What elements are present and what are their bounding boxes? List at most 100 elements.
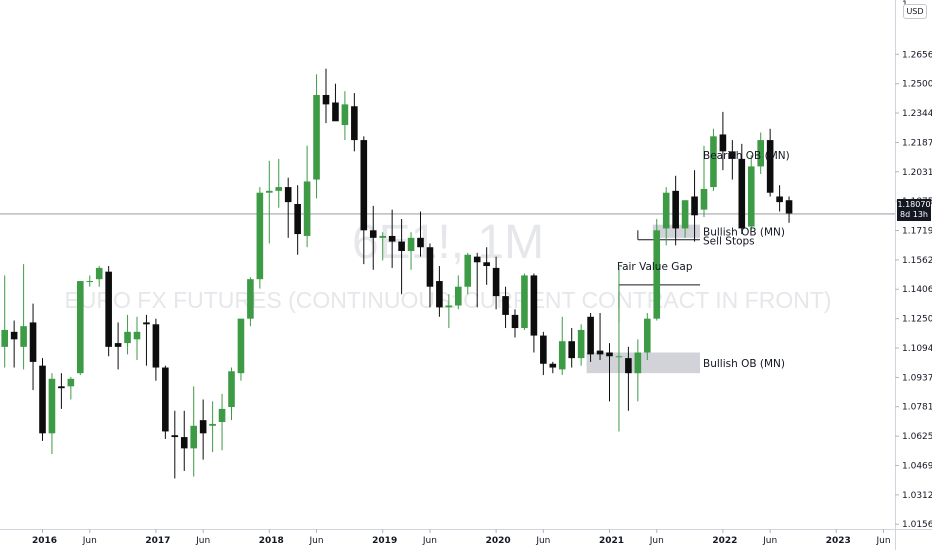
candle <box>10 320 18 368</box>
last-price-tag: 1.18070 8d 13h <box>897 199 931 221</box>
candle <box>332 83 339 122</box>
candle <box>464 252 472 295</box>
candle-body <box>86 281 94 283</box>
candle-body <box>729 151 736 159</box>
zone-label: Bearish OB (MN) <box>703 150 790 162</box>
candle <box>67 376 75 400</box>
candle <box>180 410 188 471</box>
candle-body <box>256 192 264 280</box>
candle-body <box>776 196 783 203</box>
candle-body <box>747 166 755 227</box>
y-tick-label: 1.03125 <box>902 491 932 501</box>
candle <box>568 328 575 368</box>
y-tick-label: 1.12500 <box>902 315 932 325</box>
candle <box>379 232 386 261</box>
candle <box>294 185 301 255</box>
candle-body <box>133 331 141 340</box>
candle-body <box>426 247 434 287</box>
candle-body <box>672 190 679 229</box>
candle-body <box>785 200 793 214</box>
y-tick-label: 1.14065 <box>902 285 932 295</box>
candle-body <box>436 281 443 308</box>
candle-body <box>464 254 472 287</box>
candle-body <box>29 322 37 362</box>
currency-badge[interactable]: USD <box>903 4 927 19</box>
candle <box>284 177 292 238</box>
candle <box>190 386 197 477</box>
x-tick-label: Jun <box>762 536 777 546</box>
candle <box>360 136 368 265</box>
zone-label: Bullish OB (MN) <box>703 358 785 370</box>
candle-body <box>171 435 179 438</box>
candle <box>625 346 632 411</box>
y-tick-label: 1.09375 <box>902 373 932 383</box>
candle-body <box>48 378 56 434</box>
candle <box>662 187 670 246</box>
candle <box>492 256 500 310</box>
candle-body <box>540 335 547 364</box>
candle-body <box>398 241 405 251</box>
symbol-watermark: 6E1!, 1M EURO FX FUTURES (CONTINUOUS: CUR… <box>64 216 831 313</box>
candle <box>653 219 661 321</box>
candle-body <box>473 256 481 263</box>
candle <box>644 313 651 361</box>
candle <box>672 175 679 246</box>
candle <box>133 316 141 361</box>
candle <box>729 140 736 180</box>
candle <box>417 211 424 257</box>
candle-body <box>20 326 27 347</box>
y-tick-label: 1.04690 <box>902 461 932 471</box>
candle-body <box>511 314 519 329</box>
candle-body <box>369 230 377 238</box>
candle-body <box>237 318 245 374</box>
candles <box>1 68 793 479</box>
candle-body <box>209 423 216 426</box>
candle-body <box>190 425 197 449</box>
candle-body <box>266 190 273 193</box>
candle <box>322 68 330 124</box>
candle <box>502 286 509 329</box>
candle-body <box>95 267 103 280</box>
candle-body <box>294 203 301 235</box>
x-tick-label: 2018 <box>259 536 284 546</box>
candle-body <box>644 318 651 353</box>
candle-body <box>162 367 169 432</box>
candle <box>398 219 405 295</box>
y-tick-label: 1.23440 <box>902 109 932 119</box>
x-tick-label: Jun <box>876 536 891 546</box>
candle-body <box>766 140 774 193</box>
candle <box>351 93 358 152</box>
candle-body <box>700 188 708 210</box>
candle-body <box>568 341 575 359</box>
candle <box>776 185 783 212</box>
candle-body <box>284 187 292 203</box>
x-tick-label: 2023 <box>826 536 851 546</box>
candle <box>388 209 396 268</box>
candle-body <box>596 350 604 355</box>
y-tick-label: 1.17190 <box>902 226 932 236</box>
candle-body <box>303 181 311 236</box>
candle-body <box>719 134 727 152</box>
x-tick-label: 2022 <box>712 536 737 546</box>
x-tick-label: Jun <box>195 536 210 546</box>
candle <box>313 74 320 199</box>
candle <box>511 309 519 338</box>
candle <box>114 322 122 370</box>
candle <box>596 313 604 361</box>
candle-body <box>445 305 453 308</box>
candle <box>86 275 94 287</box>
line-label: Fair Value Gap <box>617 261 693 273</box>
candle <box>719 111 727 171</box>
candle-body <box>502 296 509 315</box>
candle <box>48 373 56 454</box>
y-tick-label: 1.25000 <box>902 80 932 90</box>
candle <box>266 160 273 244</box>
candle-body <box>606 352 613 357</box>
x-tick-label: Jun <box>649 536 664 546</box>
x-tick-label: 2019 <box>372 536 397 546</box>
candle-body <box>105 271 112 347</box>
line-label: Sell Stops <box>703 236 755 248</box>
candle-body <box>558 341 566 370</box>
